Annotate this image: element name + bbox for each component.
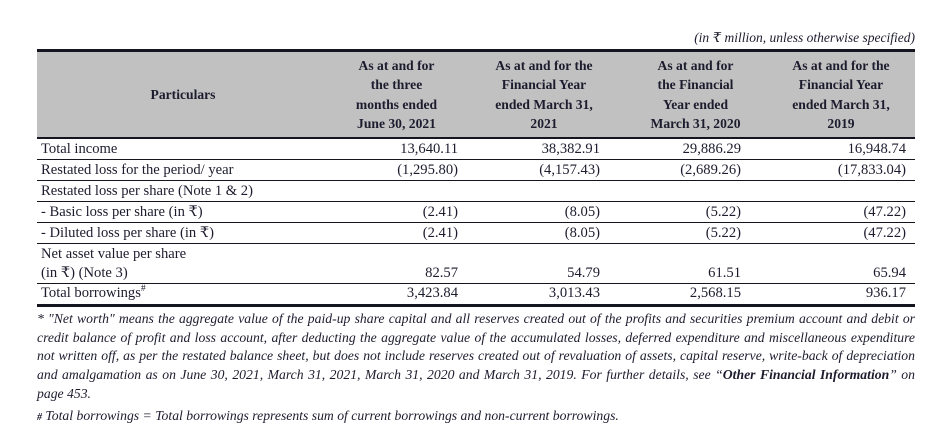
header-line: Financial Year	[501, 77, 587, 93]
header-line: As at and for	[657, 58, 734, 73]
header-line: As at and for the	[792, 58, 890, 73]
row-label: Restated loss per share (Note 1 & 2)	[37, 180, 329, 203]
footnote-net-worth: * "Net worth" means the aggregate value …	[37, 310, 915, 404]
cell-value	[624, 180, 767, 203]
column-header-particulars: Particulars	[37, 50, 329, 140]
cell-value: (47.22)	[767, 201, 915, 224]
column-header-fy-march-2020: As at and for the Financial Year ended M…	[624, 50, 767, 140]
cell-value: (2.41)	[329, 222, 464, 245]
table-header-row: Particulars As at and for the three mont…	[37, 50, 915, 140]
cell-value: 82.57	[329, 243, 464, 284]
table-row-basic-loss-per-share: - Basic loss per share (in ₹) (2.41) (8.…	[37, 201, 915, 224]
cell-value: 936.17	[865, 285, 906, 302]
cell-value: 2,568.15	[689, 285, 741, 302]
column-header-three-months-june-2021: As at and for the three months ended Jun…	[329, 50, 464, 140]
footnote-marker-hash: #	[37, 411, 42, 423]
cell-value	[329, 180, 464, 203]
table-row-total-borrowings: Total borrowings# 3,423.84 3,013.43 2,56…	[37, 283, 915, 305]
row-label: Net asset value per share (in ₹) (Note 3…	[37, 243, 329, 284]
table-row-diluted-loss-per-share: - Diluted loss per share (in ₹) (2.41) (…	[37, 222, 915, 245]
cell-value: (17,833.04)	[767, 159, 915, 182]
table-row-restated-loss: Restated loss for the period/ year (1,29…	[37, 159, 915, 182]
footnote-total-borrowings: # Total borrowings = Total borrowings re…	[37, 407, 915, 426]
cell-value: 13,640.11	[329, 138, 464, 161]
cell-value: (5.22)	[624, 222, 767, 245]
table-row-restated-loss-per-share-heading: Restated loss per share (Note 1 & 2)	[37, 180, 915, 203]
header-line: As at and for	[358, 58, 435, 73]
header-line: ended March 31,	[495, 96, 593, 112]
cell-value: (2,689.26)	[624, 159, 767, 182]
row-label-line: Net asset value per share	[41, 245, 187, 262]
row-label-line: (in ₹) (Note 3)	[41, 264, 128, 281]
header-line: months ended	[355, 96, 438, 112]
cell-value: 54.79	[464, 243, 624, 284]
row-label: Total income	[37, 138, 329, 161]
cell-value: (2.41)	[329, 201, 464, 224]
row-label: Restated loss for the period/ year	[37, 159, 329, 182]
cell-value: (8.05)	[464, 222, 624, 245]
footnote-bold-reference: Other Financial Information	[722, 367, 890, 383]
footnotes-section: * "Net worth" means the aggregate value …	[37, 310, 915, 426]
row-label: Total borrowings#	[37, 283, 329, 305]
cell-value	[464, 180, 624, 203]
header-line: June 30, 2021	[357, 115, 436, 131]
header-line: Financial Year	[798, 77, 884, 93]
cell-value	[767, 180, 915, 203]
header-line: the Financial	[657, 77, 734, 93]
header-line: 2021	[530, 115, 558, 131]
currency-unit-note: (in ₹ million, unless otherwise specifie…	[694, 30, 915, 45]
financial-summary-table: Particulars As at and for the three mont…	[37, 49, 915, 307]
cell-value: 3,423.84	[406, 285, 458, 302]
cell-value: 65.94	[767, 243, 915, 284]
footnote-marker-star: *	[37, 310, 44, 326]
cell-value: 3,013.43	[548, 285, 600, 302]
row-label: - Basic loss per share (in ₹)	[37, 201, 329, 224]
header-line: the three	[370, 77, 423, 93]
cell-value: (47.22)	[767, 222, 915, 245]
cell-value: (8.05)	[464, 201, 624, 224]
cell-value: 38,382.91	[464, 138, 624, 161]
header-line: Particulars	[150, 86, 216, 102]
header-line: 2019	[827, 115, 855, 131]
column-header-fy-march-2019: As at and for the Financial Year ended M…	[767, 50, 915, 140]
header-line: Year ended	[662, 96, 729, 112]
cell-value: (1,295.80)	[329, 159, 464, 182]
cell-value: 16,948.74	[767, 138, 915, 161]
cell-value: (5.22)	[624, 201, 767, 224]
row-label-text: Total borrowings	[41, 285, 141, 302]
table-row-net-asset-value-per-share: Net asset value per share (in ₹) (Note 3…	[37, 243, 915, 284]
column-header-fy-march-2021: As at and for the Financial Year ended M…	[464, 50, 624, 140]
footnote-text: "Net worth" means the aggregate value of…	[37, 310, 915, 383]
footnote-text: Total borrowings = Total borrowings repr…	[45, 407, 619, 423]
footnote-text: ” on page 453.	[37, 367, 915, 401]
cell-value: 29,886.29	[624, 138, 767, 161]
cell-value: (4,157.43)	[464, 159, 624, 182]
header-line: As at and for the	[495, 58, 593, 73]
row-label: - Diluted loss per share (in ₹)	[37, 222, 329, 245]
hash-superscript: #	[140, 284, 146, 295]
header-line: March 31, 2020	[650, 115, 741, 131]
header-line: ended March 31,	[792, 96, 890, 112]
table-row-total-income: Total income 13,640.11 38,382.91 29,886.…	[37, 138, 915, 161]
cell-value: 61.51	[624, 243, 767, 284]
